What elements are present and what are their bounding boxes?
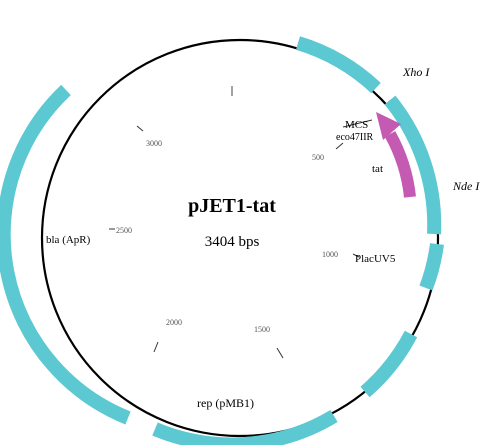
tick-label-3000: 3000: [146, 139, 162, 148]
tick-label-1000: 1000: [322, 250, 338, 259]
plasmid-size: 3404 bps: [205, 234, 260, 250]
label-bla: bla (ApR): [46, 234, 91, 246]
tick-label-500: 500: [312, 153, 324, 162]
label-rep: rep (pMB1): [197, 396, 254, 410]
tick-1000: [352, 253, 360, 258]
plasmid-backbone: [40, 38, 440, 438]
label-ndei: Nde I: [452, 179, 480, 193]
label-eco47iir: eco47IIR: [336, 132, 374, 143]
tick-1500: [276, 347, 284, 359]
tick-label-1500: 1500: [254, 325, 270, 334]
tick-2000: [153, 341, 159, 353]
feature-arc-bla-lower: [152, 409, 338, 445]
feature-arc-rep: [360, 330, 418, 398]
feature-arc-mcs: [384, 95, 442, 235]
label-placuv5: PlacUV5: [355, 253, 396, 265]
tick-label-2500: 2500: [116, 226, 132, 235]
label-tat: tat: [372, 163, 383, 175]
mcs-leader: [342, 119, 373, 128]
label-xhoi: Xho I: [402, 65, 430, 79]
tat-insert-arrowhead: [376, 112, 401, 140]
tick-500: [335, 142, 344, 150]
plasmid-name: pJET1-tat: [188, 195, 276, 217]
feature-arc-eco47iir: [295, 36, 381, 94]
tick-label-2000: 2000: [166, 318, 182, 327]
tick-3000: [136, 125, 144, 132]
feature-arc-placuv5: [419, 242, 444, 291]
feature-arc-bla: [0, 84, 131, 425]
tat-insert-arc: [384, 131, 416, 198]
label-mcs: MCS: [345, 119, 368, 131]
